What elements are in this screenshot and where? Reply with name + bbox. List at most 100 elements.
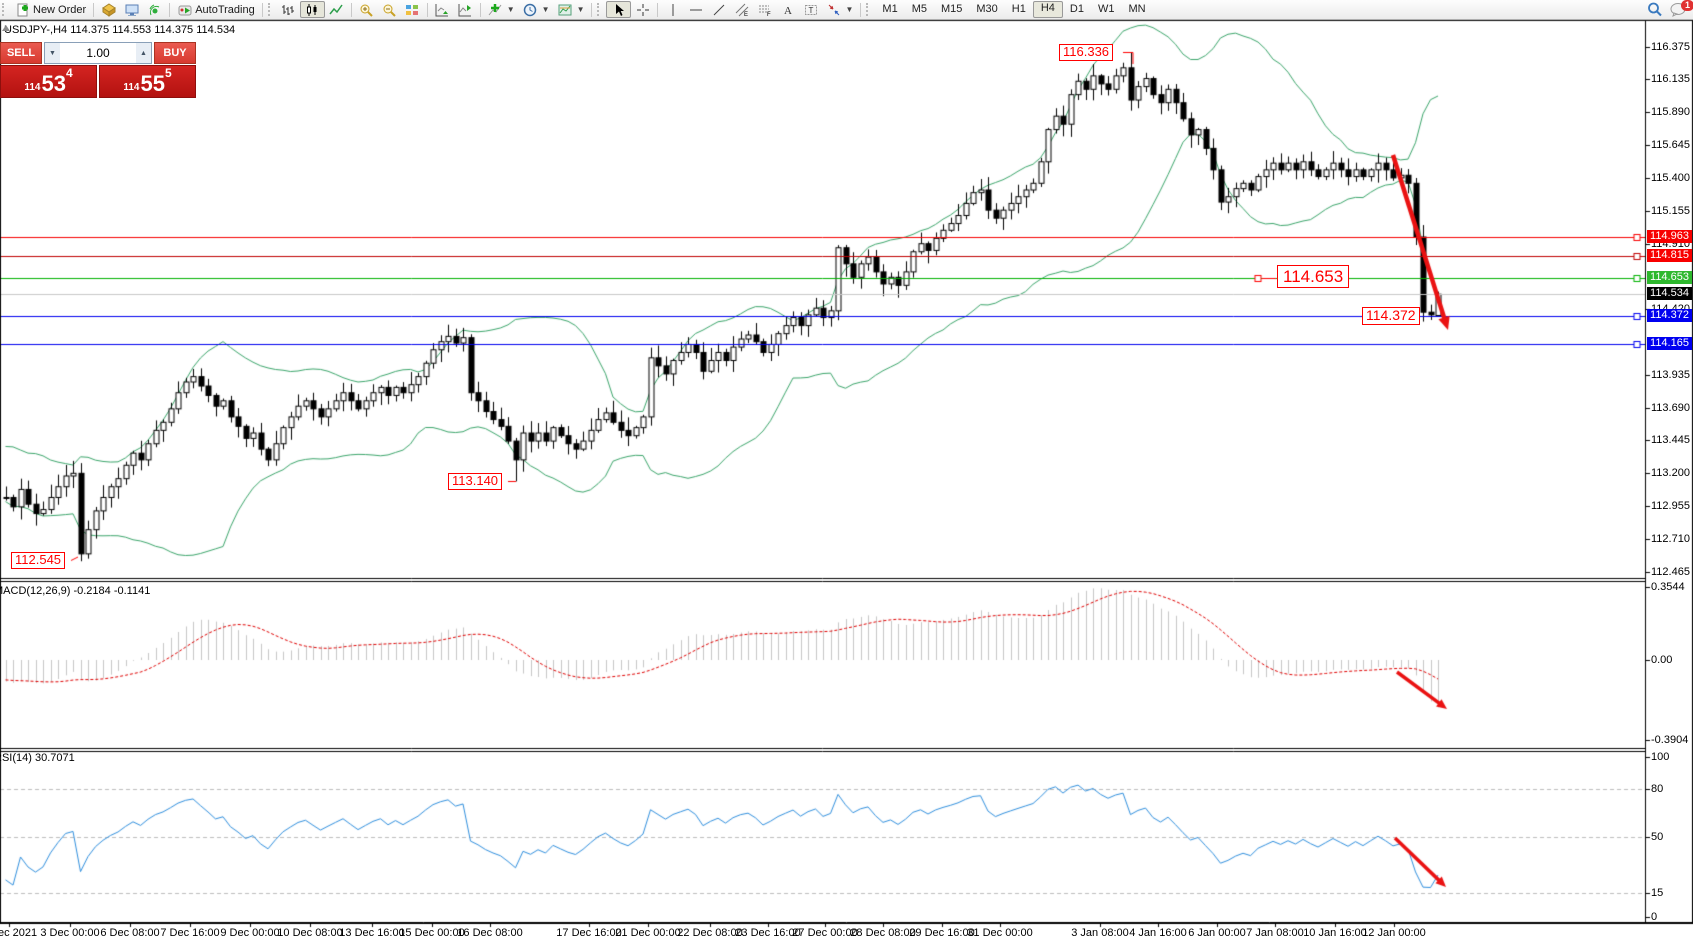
indicators-button[interactable]: ▼ (484, 1, 519, 18)
volume-increase-button[interactable]: ▲ (136, 43, 151, 63)
annotation-breakdown-114372[interactable]: 114.372 (1362, 307, 1420, 325)
cursor-button[interactable] (606, 1, 632, 18)
price-tick-label: 112.955 (1651, 500, 1690, 513)
timeframe-m15[interactable]: M15 (940, 3, 963, 15)
candlestick-icon (305, 3, 320, 17)
rsi-scale-label: 100 (1651, 751, 1670, 763)
zoom-out-button[interactable] (378, 1, 401, 18)
annotation-level-114653[interactable]: 114.653 (1277, 265, 1350, 289)
time-tick-label: 22 Dec 08:00 (677, 927, 743, 939)
buy-button[interactable]: BUY (154, 42, 196, 64)
trendline-button[interactable] (707, 1, 730, 18)
signals-button[interactable] (143, 1, 166, 18)
new-order-button[interactable]: New Order (11, 1, 90, 18)
arrows-button[interactable]: ▼ (822, 1, 857, 18)
separator (426, 2, 428, 17)
price-tick-label: 115.890 (1651, 106, 1690, 119)
notifications-button[interactable]: 1 (1666, 0, 1693, 18)
auto-scroll-button[interactable] (431, 1, 454, 18)
time-tick-label: 12 Jan 00:00 (1362, 927, 1426, 939)
zoom-in-button[interactable] (355, 1, 378, 18)
annotation-peak-116336[interactable]: 116.336 (1059, 44, 1114, 61)
clock-icon (523, 3, 538, 17)
annotation-low-113140[interactable]: 113.140 (448, 473, 503, 490)
time-tick-label: 6 Jan 00:00 (1188, 927, 1246, 939)
auto-scroll-icon (435, 3, 450, 17)
price-tick-label: 115.645 (1651, 139, 1690, 152)
price-badge: 114.815 (1647, 249, 1692, 263)
timeframe-m30[interactable]: M30 (976, 3, 998, 15)
chevron-down-icon: ▼ (541, 5, 550, 14)
svg-text:E: E (744, 12, 748, 17)
time-tick-label: 29 Dec 16:00 (909, 927, 975, 939)
volume-decrease-button[interactable]: ▼ (45, 43, 60, 63)
time-tick-label: 28 Dec 08:00 (850, 927, 916, 939)
annotation-low-112545[interactable]: 112.545 (11, 552, 66, 569)
toolbar-grip[interactable] (267, 3, 275, 16)
metaeditor-button[interactable] (97, 1, 120, 18)
text-label-button[interactable]: T (799, 1, 822, 18)
tile-windows-button[interactable] (401, 1, 424, 18)
toolbar-grip[interactable] (2, 3, 9, 16)
crosshair-icon (635, 3, 650, 17)
rsi-scale-label: 80 (1651, 783, 1664, 795)
one-click-collapse-toggle[interactable] (2, 25, 10, 31)
price-tick-label: 113.200 (1651, 467, 1690, 480)
sell-button[interactable]: SELL (0, 42, 42, 64)
horizontal-line-button[interactable] (684, 1, 707, 18)
volume-stepper[interactable]: ▼ ▲ (44, 42, 152, 64)
time-tick-label: 7 Dec 16:00 (160, 927, 220, 939)
timeframe-m5[interactable]: M5 (911, 3, 927, 15)
timeframe-m1[interactable]: M1 (882, 3, 898, 15)
fibonacci-button[interactable]: F (753, 1, 776, 18)
crosshair-button[interactable] (631, 1, 654, 18)
text-button[interactable]: A (776, 1, 799, 18)
line-chart-button[interactable] (325, 1, 348, 18)
macd-label: MACD(12,26,9) -0.2184 -0.1141 (0, 585, 151, 597)
volume-input[interactable] (60, 43, 136, 63)
macd-scale-label: 0.3544 (1651, 581, 1685, 594)
chevron-down-icon: ▼ (845, 5, 854, 14)
price-tick-label: 113.935 (1651, 368, 1690, 381)
periods-button[interactable]: ▼ (519, 1, 554, 18)
bar-chart-button[interactable] (277, 1, 300, 18)
autotrading-button[interactable]: AutoTrading (173, 1, 259, 18)
templates-button[interactable]: ▼ (554, 1, 589, 18)
channel-button[interactable]: E (730, 1, 753, 18)
horizontal-line-icon (688, 3, 703, 17)
timeframe-mn[interactable]: MN (1128, 3, 1146, 15)
chevron-down-icon: ▼ (506, 5, 515, 14)
search-button[interactable] (1643, 1, 1666, 18)
gold-box-icon (101, 2, 116, 17)
sell-price-figure: 114 (24, 82, 41, 93)
monitor-icon (124, 3, 139, 17)
timeframe-w1[interactable]: W1 (1097, 3, 1115, 15)
chart-title: USDJPY-,H4 114.375 114.553 114.375 114.5… (4, 24, 236, 36)
arrows-icon (826, 3, 841, 17)
chart-shift-button[interactable] (454, 1, 477, 18)
timeframe-d1[interactable]: D1 (1069, 3, 1084, 15)
time-tick-label: 4 Jan 16:00 (1129, 927, 1187, 939)
vertical-line-button[interactable] (661, 1, 684, 18)
zoom-in-icon (359, 3, 374, 17)
toolbar-grip[interactable] (866, 3, 873, 16)
toolbar-grip[interactable] (597, 3, 604, 16)
price-badge: 114.963 (1647, 229, 1692, 243)
separator (591, 2, 593, 17)
timeframe-h4[interactable]: H4 (1032, 1, 1063, 18)
sell-price[interactable]: 114 53 4 (0, 65, 97, 98)
fibonacci-icon: F (757, 3, 772, 17)
buy-price[interactable]: 114 55 5 (99, 65, 196, 98)
time-tick-label: 9 Dec 00:00 (220, 927, 280, 939)
terminal-button[interactable] (120, 1, 143, 18)
time-tick-label: 3 Jan 08:00 (1071, 927, 1129, 939)
timeframe-h1[interactable]: H1 (1011, 3, 1026, 15)
equidistant-channel-icon: E (734, 3, 749, 17)
price-badge: 114.534 (1647, 287, 1692, 301)
candlestick-chart-button[interactable] (299, 1, 325, 18)
zoom-out-icon (382, 3, 397, 17)
time-tick-label: 3 Dec 00:00 (40, 927, 100, 939)
time-tick-label: 17 Dec 16:00 (556, 927, 622, 939)
